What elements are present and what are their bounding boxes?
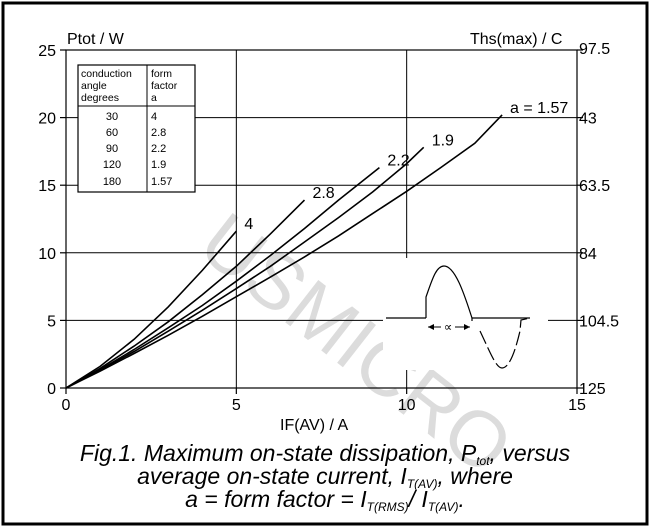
series-line <box>65 114 503 389</box>
series-line <box>65 166 380 389</box>
table-cell-factor: 2.2 <box>151 143 166 155</box>
waveform-inset: ∝ <box>383 258 548 370</box>
table-header-line: form <box>151 68 172 80</box>
series-label: 2.8 <box>312 185 334 202</box>
table-header-line: angle <box>81 80 107 92</box>
table-header-line: degrees <box>81 92 119 104</box>
table-cell-angle: 60 <box>106 127 118 139</box>
table-header-line: a <box>151 92 157 104</box>
caption-subscript: tot <box>476 454 490 468</box>
plot-area <box>65 49 578 389</box>
caption-line-1: Fig.1. Maximum on-state dissipation, Pto… <box>0 440 650 475</box>
series-label: 2.2 <box>387 153 409 170</box>
series-label: a = 1.57 <box>510 100 568 117</box>
waveform-positive-lobe <box>425 265 473 319</box>
table-header-line: conduction <box>81 68 132 80</box>
arrow-head-right <box>464 324 470 330</box>
caption-subscript: T(AV) <box>406 477 438 491</box>
table-cell-angle: 30 <box>106 111 118 123</box>
table-cell-factor: 2.8 <box>151 127 166 139</box>
caption-subscript: T(RMS) <box>366 500 409 514</box>
y-tick-label: 25 <box>38 43 56 60</box>
table-cell-factor: 1.57 <box>151 176 172 188</box>
table-cell-angle: 90 <box>106 143 118 155</box>
x-axis-label: IF(AV) / A <box>280 417 348 434</box>
table-cell-factor: 4 <box>151 111 157 123</box>
y-tick-label: 5 <box>47 313 56 330</box>
caption-line-2: average on-state current, IT(AV), where <box>0 463 650 498</box>
y2-axis-label: Ths(max) / C <box>470 31 562 48</box>
y-tick-label: 10 <box>38 246 56 263</box>
table-box <box>77 64 196 193</box>
arrow-head-left <box>428 324 434 330</box>
caption-text: . <box>458 486 465 512</box>
conduction-angle-symbol-bg <box>441 320 455 332</box>
series-label: 1.9 <box>432 132 454 149</box>
series-line <box>65 199 306 389</box>
x-tick-label: 5 <box>232 397 241 414</box>
y2-tick-label: 63.5 <box>579 178 610 195</box>
table-header-line: factor <box>151 80 178 92</box>
caption-text: a = form factor = I <box>185 486 367 512</box>
y-tick-label: 0 <box>47 381 56 398</box>
table-cell-factor: 1.9 <box>151 159 166 171</box>
y2-tick-label: 84 <box>579 246 597 263</box>
y2-tick-label: 125 <box>579 381 606 398</box>
y2-tick-label: 104.5 <box>579 313 619 330</box>
x-tick-label: 10 <box>398 397 416 414</box>
y-tick-label: 15 <box>38 178 56 195</box>
y2-tick-label: 97.5 <box>579 41 610 58</box>
waveform-background <box>383 258 548 370</box>
form-factor-table: conduction angle degrees form factor a 3… <box>77 64 196 193</box>
caption-text: Fig.1. Maximum on-state dissipation, P <box>79 440 477 466</box>
tick-labels: 0 125 5 104.5 10 84 15 63.5 20 43 25 97.5 0 5 10 15 <box>38 41 619 414</box>
y-tick-label: 20 <box>38 111 56 128</box>
table-cell-angle: 120 <box>103 159 121 171</box>
conduction-angle-symbol: ∝ <box>444 320 453 334</box>
table-cell-angle: 180 <box>103 176 121 188</box>
caption-text: , versus <box>489 440 571 466</box>
series-label: 4 <box>244 216 253 233</box>
caption-text: , where <box>437 463 513 489</box>
y-axis-label: Ptot / W <box>67 31 125 48</box>
y2-tick-label: 43 <box>579 111 597 128</box>
caption-text: / I <box>408 486 428 512</box>
series-line <box>65 230 237 389</box>
caption-line-3: a = form factor = IT(RMS)/ IT(AV). <box>0 486 650 521</box>
series-line <box>65 146 425 389</box>
caption-subscript: T(AV) <box>427 500 459 514</box>
x-tick-label: 15 <box>568 397 586 414</box>
x-tick-label: 0 <box>62 397 71 414</box>
series-group: 4 2.8 2.2 1.9 a = 1.57 <box>65 100 568 389</box>
caption-text: average on-state current, I <box>137 463 407 489</box>
